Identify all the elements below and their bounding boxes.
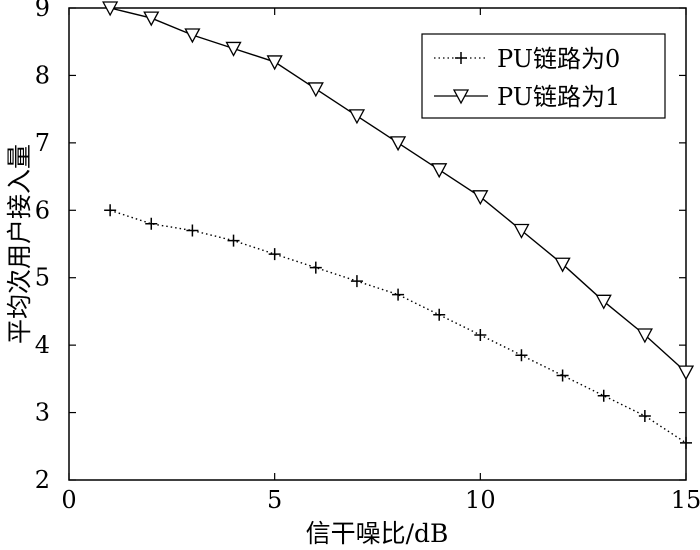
data-point-series-1 — [513, 223, 530, 239]
y-tick-label: 5 — [35, 264, 50, 292]
data-point-series-0 — [186, 224, 199, 237]
y-tick-label: 2 — [35, 466, 50, 494]
data-point-series-1 — [636, 328, 653, 344]
data-point-series-0 — [227, 234, 240, 247]
data-point-series-0 — [392, 288, 405, 301]
data-point-series-1 — [677, 365, 695, 381]
data-point-series-1 — [307, 82, 324, 98]
data-point-series-0 — [556, 369, 569, 382]
y-tick-label: 9 — [35, 0, 50, 22]
data-point-series-1 — [595, 294, 612, 310]
data-point-series-0 — [268, 248, 281, 261]
data-point-series-0 — [638, 409, 651, 422]
legend-label-series-1: PU链路为1 — [497, 83, 620, 111]
x-tick-label: 10 — [465, 486, 496, 514]
series-layer — [102, 1, 695, 449]
data-point-series-1 — [348, 109, 366, 125]
axis-ticks: 0 5 10 15 2 3 4 5 6 7 8 9 — [35, 0, 700, 514]
x-tick-label: 15 — [671, 486, 700, 514]
y-tick-label: 7 — [35, 129, 50, 157]
series-line-0 — [109, 209, 687, 444]
data-point-series-1 — [472, 190, 489, 206]
y-axis-title: 平均次用户接入量 — [5, 144, 34, 344]
data-point-series-1 — [266, 55, 283, 71]
data-point-series-0 — [104, 204, 117, 217]
data-point-series-0 — [145, 217, 158, 230]
data-point-series-0 — [433, 308, 446, 321]
legend-marker-series-0 — [455, 52, 467, 64]
data-point-series-0 — [309, 261, 322, 274]
plot-area-frame — [68, 7, 687, 481]
legend-marker-series-1 — [452, 89, 470, 105]
y-tick-label: 4 — [35, 331, 50, 359]
data-point-series-1 — [225, 41, 242, 57]
y-tick-label: 8 — [35, 61, 50, 89]
data-point-series-1 — [184, 28, 201, 44]
data-point-series-0 — [680, 436, 692, 449]
data-point-series-1 — [431, 163, 448, 179]
data-point-series-0 — [597, 389, 610, 402]
data-point-series-0 — [474, 329, 487, 342]
y-tick-label: 3 — [35, 399, 50, 427]
data-point-series-0 — [350, 275, 363, 288]
data-point-series-1 — [389, 136, 407, 152]
data-point-series-0 — [515, 349, 528, 362]
legend: PU链路为0 PU链路为1 — [421, 33, 666, 119]
data-point-series-1 — [143, 11, 160, 27]
y-tick-label: 6 — [35, 196, 50, 224]
x-axis-title: 信干噪比/dB — [306, 519, 449, 548]
legend-box — [421, 33, 666, 119]
legend-label-series-0: PU链路为0 — [497, 45, 620, 73]
data-point-series-1 — [102, 1, 119, 17]
x-tick-label: 0 — [61, 486, 76, 514]
x-tick-label: 5 — [267, 486, 282, 514]
data-point-series-1 — [554, 257, 571, 273]
